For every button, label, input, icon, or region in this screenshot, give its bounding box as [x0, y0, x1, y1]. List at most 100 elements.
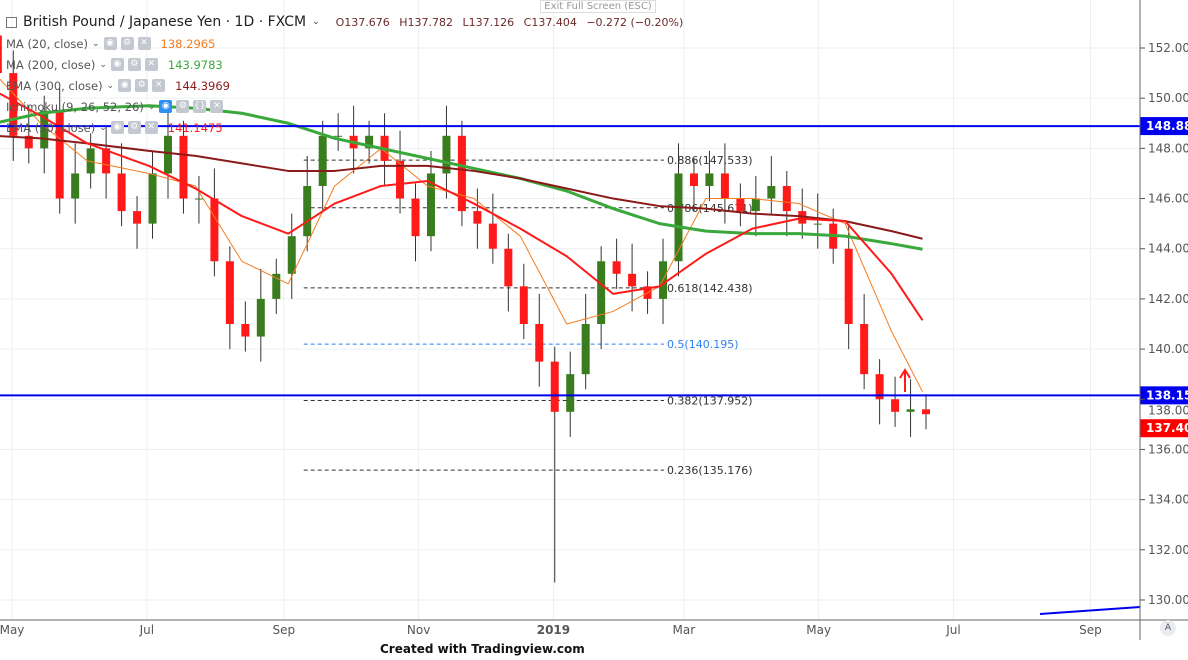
series-line — [0, 78, 923, 393]
y-tick-label: 132.000 — [1148, 543, 1188, 557]
price-chart[interactable]: 0.886(147.533)0.786(145.631)0.618(142.43… — [0, 0, 1188, 640]
candle-body — [751, 198, 760, 212]
indicator-row[interactable]: Ichimoku (9, 26, 52, 26) ⌄ ◉ ⚙{} ✕ — [6, 96, 689, 117]
eye-icon[interactable]: ◉ — [159, 100, 173, 113]
candle-body — [860, 323, 869, 375]
chevron-down-icon[interactable]: ⌄ — [99, 59, 107, 70]
candle-body — [535, 323, 544, 362]
series-line — [0, 92, 924, 321]
candle-body — [225, 261, 234, 324]
eye-icon[interactable]: ◉ — [110, 58, 124, 71]
chevron-down-icon[interactable]: ⌄ — [99, 122, 107, 133]
indicator-label[interactable]: Ichimoku (9, 26, 52, 26) — [6, 99, 144, 114]
fib-level-label: 0.236(135.176) — [667, 464, 753, 477]
last-price-label: 137.404 — [1146, 421, 1188, 435]
candle-body — [844, 248, 853, 324]
ohlc-values: O137.676 H137.782 L137.126 C137.404 −0.2… — [336, 16, 690, 29]
axes: 152.000 150.000 148.000 146.000 144.000 142.0… — [0, 0, 1188, 640]
candle-body — [782, 185, 791, 212]
candle-body — [689, 173, 698, 186]
candle-body — [148, 173, 157, 224]
arrow-up-drawing[interactable] — [899, 368, 911, 392]
eye-icon[interactable]: ◉ — [103, 37, 117, 50]
indicator-row[interactable]: MA (200, close) ⌄ ◉ ⚙ ✕ 143.9783 — [6, 54, 689, 75]
fibonacci-retracement[interactable]: 0.886(147.533)0.786(145.631)0.618(142.43… — [303, 154, 753, 477]
candle-body — [210, 198, 219, 262]
settings-icon[interactable]: ⚙ — [127, 121, 141, 134]
eye-icon[interactable]: ◉ — [118, 79, 132, 92]
horizontal-lines[interactable]: 148.888 138.156 137.404 — [0, 117, 1188, 615]
candle-body — [504, 248, 513, 287]
candle-body — [71, 173, 80, 199]
eye-icon[interactable]: ◉ — [110, 121, 124, 134]
price-label-bg — [1140, 117, 1188, 136]
candle-body — [179, 135, 188, 199]
high-value: H137.782 — [399, 15, 454, 29]
collapse-icon[interactable] — [6, 16, 17, 28]
candle-body — [736, 198, 745, 212]
candle-body — [9, 73, 18, 136]
symbol-title[interactable]: British Pound / Japanese Yen · 1D · FXCM — [23, 14, 307, 30]
x-tick-label: Mar — [673, 623, 696, 637]
close-value: C137.404 — [523, 15, 577, 29]
indicator-label[interactable]: MA (200, close) — [6, 57, 96, 72]
chevron-down-icon[interactable]: ⌄ — [147, 101, 156, 112]
x-tick-label: Sep — [273, 623, 296, 637]
candle-body — [102, 148, 111, 174]
chevron-down-icon[interactable]: ⌄ — [312, 17, 320, 27]
grid — [0, 0, 1140, 620]
close-icon[interactable]: ✕ — [144, 58, 158, 71]
candle-body — [550, 361, 559, 412]
close-icon[interactable]: ✕ — [144, 121, 158, 134]
settings-icon[interactable]: ⚙ — [176, 100, 190, 113]
chevron-down-icon[interactable]: ⌄ — [106, 80, 115, 91]
x-tick-label: Sep — [1079, 623, 1102, 637]
price-label-bg — [1140, 386, 1188, 405]
x-tick-label: Nov — [407, 623, 430, 637]
open-value: O137.676 — [335, 15, 390, 29]
settings-icon[interactable]: ⚙ — [135, 79, 149, 92]
candle-body — [396, 160, 405, 199]
candle-body — [287, 236, 296, 274]
indicator-label[interactable]: EMA (50, close) — [6, 120, 96, 135]
y-tick-label: 134.000 — [1148, 493, 1188, 507]
candle-body — [86, 148, 95, 174]
exit-fullscreen-tooltip[interactable]: Exit Full Screen (ESC) — [540, 0, 656, 13]
auto-scale-button[interactable]: A — [1160, 620, 1176, 636]
fib-level-label: 0.5(140.195) — [667, 338, 739, 351]
candle-body — [133, 211, 142, 224]
candle-body — [256, 298, 265, 337]
y-tick-label: 148.000 — [1148, 141, 1188, 155]
indicator-row[interactable]: EMA (300, close) ⌄ ◉ ⚙ ✕ 144.3969 — [6, 75, 689, 96]
chart-legend: British Pound / Japanese Yen · 1D · FXCM… — [6, 11, 689, 138]
indicator-row[interactable]: MA (20, close) ⌄ ◉ ⚙ ✕ 138.2965 — [6, 33, 689, 54]
candle-body — [875, 374, 884, 400]
indicator-row[interactable]: EMA (50, close) ⌄ ◉ ⚙ ✕ 141.1475 — [6, 117, 689, 138]
settings-icon[interactable]: ⚙ — [127, 58, 141, 71]
indicator-label[interactable]: MA (20, close) — [6, 36, 88, 51]
x-tick-label: May — [806, 623, 831, 637]
candle-body — [334, 135, 343, 137]
candle-body — [922, 409, 931, 415]
series-line — [0, 135, 923, 240]
watermark-footer: Created with Tradingview.com — [380, 642, 585, 656]
trend-line[interactable] — [1039, 606, 1141, 615]
y-tick-label: 140.000 — [1148, 342, 1188, 356]
chevron-down-icon[interactable]: ⌄ — [91, 38, 100, 49]
x-tick-label: 2019 — [537, 623, 570, 637]
candle-body — [612, 261, 621, 274]
source-icon[interactable]: {} — [193, 100, 207, 113]
candle-body — [488, 223, 497, 249]
fib-level-label: 0.382(137.952) — [667, 394, 753, 407]
fib-level-label: 0.618(142.438) — [667, 282, 753, 295]
indicator-label[interactable]: EMA (300, close) — [6, 78, 103, 93]
settings-icon[interactable]: ⚙ — [120, 37, 134, 50]
close-icon[interactable]: ✕ — [137, 37, 151, 50]
x-tick-label: Jul — [945, 623, 960, 637]
close-icon[interactable]: ✕ — [152, 79, 166, 92]
candle-body — [426, 173, 435, 237]
candle-body — [767, 185, 776, 199]
close-icon[interactable]: ✕ — [210, 100, 224, 113]
candle-body — [813, 223, 822, 225]
change-value: −0.272 (−0.20%) — [586, 15, 684, 29]
